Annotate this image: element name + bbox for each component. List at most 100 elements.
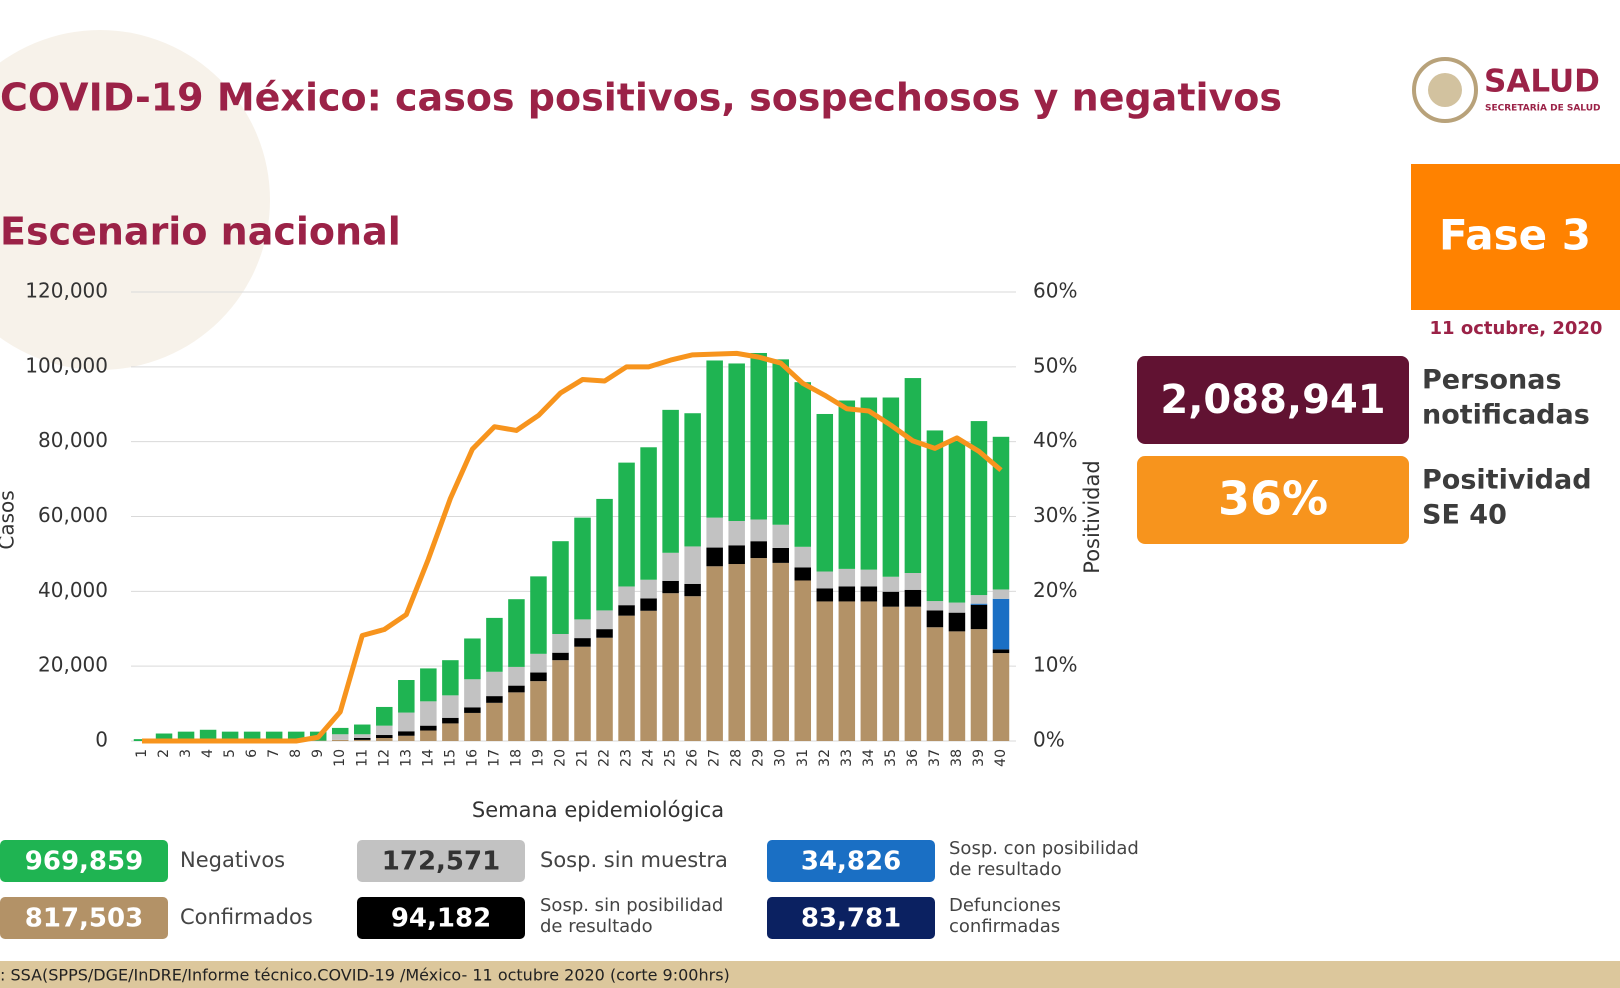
bar-segment — [464, 638, 481, 680]
bar-segment — [970, 421, 988, 596]
bar-segment — [794, 546, 812, 568]
bar-segment — [596, 629, 613, 638]
x-tick-label: 3 — [178, 749, 194, 758]
x-tick-label: 26 — [685, 749, 701, 767]
bar-segment — [640, 610, 657, 741]
bar-segment — [904, 589, 922, 607]
bar-segment — [530, 653, 547, 673]
bar-segment — [750, 541, 767, 559]
bar-segment — [662, 593, 679, 741]
bar-segment — [376, 725, 393, 736]
bar-segment — [860, 601, 878, 741]
bar-segment — [838, 568, 856, 587]
bar-segment — [354, 724, 371, 735]
legend-label: Defunciones confirmadas — [949, 895, 1061, 937]
x-tick-label: 35 — [883, 749, 899, 767]
x-tick-label: 17 — [486, 749, 502, 767]
bar-segment — [574, 619, 591, 639]
bar-segment — [992, 653, 1010, 741]
y2-tick-label: 50% — [1033, 353, 1077, 377]
source: : SSA(SPPS/DGE/InDRE/Informe técnico.COV… — [0, 966, 730, 985]
x-tick-label: 19 — [530, 749, 546, 767]
bar-segment — [508, 666, 525, 686]
x-tick-label: 23 — [619, 749, 635, 767]
bar-segment — [772, 547, 789, 563]
x-tick-label: 10 — [332, 749, 348, 767]
x-tick-label: 7 — [266, 749, 282, 758]
bar-segment — [992, 649, 1010, 654]
bar-segment — [926, 610, 944, 628]
y2-tick-label: 60% — [1033, 279, 1077, 303]
bar-segment — [684, 546, 701, 584]
bar-segment — [331, 727, 349, 735]
bar-segment — [926, 601, 944, 611]
x-tick-label: 39 — [971, 749, 987, 767]
legend-label: Confirmados — [180, 905, 313, 929]
stat-value: 2,088,941 — [1160, 377, 1385, 423]
stat-label: notificadas — [1422, 400, 1590, 431]
bar-segment — [772, 359, 789, 525]
legend-label: Sosp. con posibilidad de resultado — [949, 838, 1139, 880]
bar-segment — [618, 586, 635, 606]
bar-segment — [640, 579, 657, 599]
legend-box — [357, 840, 525, 882]
x-tick-label: 14 — [420, 749, 436, 767]
bar-segment — [420, 730, 437, 741]
x-tick-label: 22 — [597, 749, 613, 767]
bar-segment — [442, 717, 459, 724]
bar-segment — [464, 679, 481, 708]
x-tick-label: 38 — [949, 749, 965, 767]
bar-segment — [772, 562, 789, 741]
bar-segment — [398, 731, 415, 736]
bar-segment — [354, 739, 371, 741]
legend-box — [767, 840, 935, 882]
legend-label: Sosp. sin muestra — [540, 848, 728, 872]
bar-segment — [684, 413, 701, 547]
x-axis-label: Semana epidemiológica — [472, 798, 724, 822]
y-tick-label: 80,000 — [38, 428, 108, 452]
x-tick-label: 1 — [134, 749, 150, 758]
bar-segment — [442, 723, 459, 741]
bar-segment — [574, 646, 591, 741]
x-tick-label: 9 — [310, 749, 326, 758]
logo-emblem — [1412, 57, 1478, 123]
y2-tick-label: 30% — [1033, 503, 1077, 527]
stat-box — [1137, 456, 1409, 544]
legend-box — [0, 897, 168, 939]
y-tick-label: 40,000 — [38, 578, 108, 602]
stat-box — [1137, 356, 1409, 444]
bar-segment — [552, 660, 569, 741]
bar-segment — [838, 400, 856, 569]
legend-total: 172,571 — [382, 847, 500, 877]
footer-band — [0, 961, 1620, 988]
bar-segment — [618, 605, 635, 616]
bar-segment — [794, 382, 812, 547]
bar-segment — [882, 576, 900, 592]
bar-segment — [684, 596, 701, 741]
x-tick-label: 29 — [751, 749, 767, 767]
bar-segment — [464, 707, 481, 713]
bar-segment — [992, 436, 1010, 590]
x-tick-label: 8 — [288, 749, 304, 758]
x-tick-label: 21 — [575, 749, 591, 767]
bar-segment — [816, 588, 834, 602]
x-tick-label: 28 — [729, 749, 745, 767]
bar-segment — [420, 668, 437, 702]
bar-segment — [750, 519, 767, 542]
stat-label: SE 40 — [1422, 500, 1507, 531]
bar-segment — [662, 580, 679, 594]
bar-segment — [728, 363, 745, 521]
x-tick-label: 13 — [398, 749, 414, 767]
bar-segment — [265, 731, 283, 741]
bar-segment — [904, 378, 922, 573]
bar-segment — [508, 692, 525, 741]
bar-segment — [948, 602, 966, 613]
x-tick-label: 36 — [905, 749, 921, 767]
bar-segment — [640, 598, 657, 611]
title: COVID-19 México: casos positivos, sospec… — [0, 76, 1282, 120]
bar-segment — [970, 595, 988, 604]
bar-segment — [155, 733, 173, 741]
legend-label: Sosp. sin posibilidad de resultado — [540, 895, 724, 937]
